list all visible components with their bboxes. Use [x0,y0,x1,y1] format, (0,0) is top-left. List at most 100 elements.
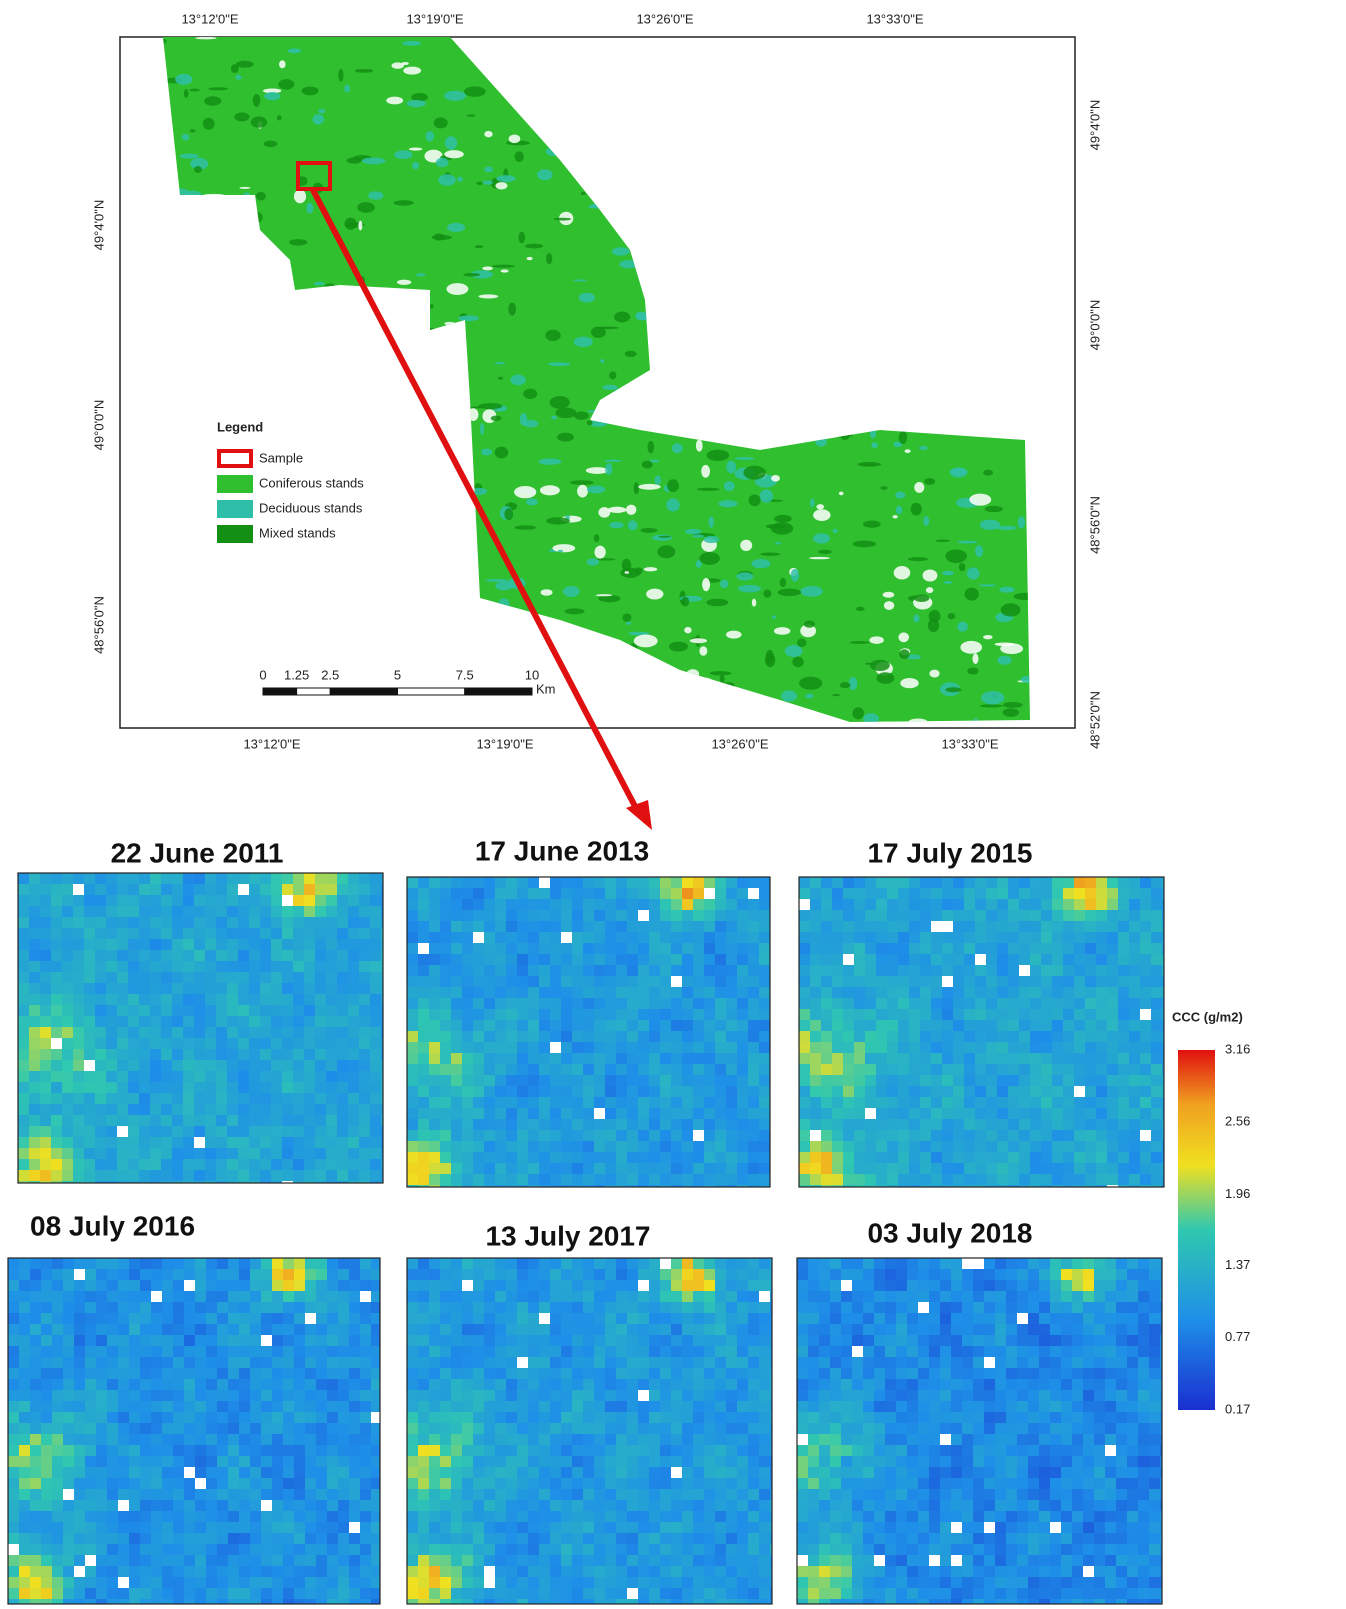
scale-label: 2.5 [321,667,339,682]
raster-cell [909,954,920,965]
raster-cell [283,1302,294,1313]
raster-cell [975,1119,986,1130]
raster-cell [495,1258,506,1269]
raster-cell [151,1434,162,1445]
raster-cell [370,950,381,961]
raster-cell [370,1027,381,1038]
raster-cell [272,1522,283,1533]
raster-cell [40,1060,51,1071]
raster-cell [315,928,326,939]
raster-cell [305,1489,316,1500]
raster-cell [440,1009,451,1020]
raster-cell [843,877,854,888]
raster-cell [239,1555,250,1566]
raster-cell [876,987,887,998]
raster-cell [737,1174,748,1185]
raster-cell [326,950,337,961]
raster-cell [953,1097,964,1108]
raster-cell [260,895,271,906]
raster-cell [843,965,854,976]
raster-cell [282,983,293,994]
raster-cell [715,1174,726,1185]
raster-cell [327,1401,338,1412]
raster-cell [1140,1064,1151,1075]
forest-patch [294,189,306,203]
raster-cell [370,884,381,895]
raster-cell [997,943,1008,954]
raster-cell [129,1555,140,1566]
raster-cell [627,1119,638,1130]
raster-cell [51,917,62,928]
raster-cell [942,1053,953,1064]
raster-cell [360,1357,371,1368]
raster-cell [73,873,84,884]
raster-cell [506,943,517,954]
raster-cell [1052,888,1063,899]
raster-cell [616,1119,627,1130]
raster-cell [8,1522,19,1533]
raster-cell [1041,877,1052,888]
raster-cell [184,1445,195,1456]
raster-cell [359,1104,370,1115]
raster-cell [359,1071,370,1082]
raster-cell [128,928,139,939]
raster-cell [605,1009,616,1020]
raster-cell [737,954,748,965]
raster-cell [1140,1097,1151,1108]
raster-cell [282,1093,293,1104]
raster-cell [250,1566,261,1577]
raster-cell [63,1467,74,1478]
raster-cell [660,965,671,976]
raster-cell [260,1159,271,1170]
raster-cell [572,899,583,910]
raster-cell [315,994,326,1005]
raster-cell [1052,910,1063,921]
raster-cell [74,1368,85,1379]
raster-cell [810,1075,821,1086]
raster-cell [238,1027,249,1038]
raster-cell [249,983,260,994]
raster-cell [931,888,942,899]
raster-cell [748,1174,759,1185]
raster-cell [583,1258,594,1269]
raster-cell [107,1357,118,1368]
raster-cell [865,1064,876,1075]
raster-cell [572,1053,583,1064]
raster-cell [682,877,693,888]
raster-cell [605,1119,616,1130]
raster-cell [40,1082,51,1093]
raster-cell [139,1126,150,1137]
raster-cell [627,1031,638,1042]
raster-cell [30,1599,41,1604]
forest-patch [702,578,710,591]
raster-cell [85,1313,96,1324]
raster-cell [271,1170,282,1181]
raster-cell [140,1280,151,1291]
raster-cell [29,994,40,1005]
raster-cell [909,1174,920,1185]
raster-cell [371,1324,380,1335]
raster-cell [205,1082,216,1093]
raster-cell [228,1368,239,1379]
raster-cell [73,1115,84,1126]
raster-cell [173,1346,184,1357]
raster-cell [1085,998,1096,1009]
raster-cell [216,1126,227,1137]
raster-cell [920,910,931,921]
raster-cell [315,1137,326,1148]
raster-cell [206,1368,217,1379]
raster-cell [843,921,854,932]
raster-cell [19,1577,30,1588]
raster-cell [107,1445,118,1456]
raster-cell [854,1152,865,1163]
raster-cell [737,998,748,1009]
raster-cell [616,1075,627,1086]
raster-cell [605,1042,616,1053]
forest-patch [510,375,525,386]
raster-cell [348,1137,359,1148]
forest-patch [881,486,888,490]
raster-cell [407,965,418,976]
raster-cell [1019,1163,1030,1174]
raster-cell [550,1258,561,1269]
raster-cell [172,1126,183,1137]
